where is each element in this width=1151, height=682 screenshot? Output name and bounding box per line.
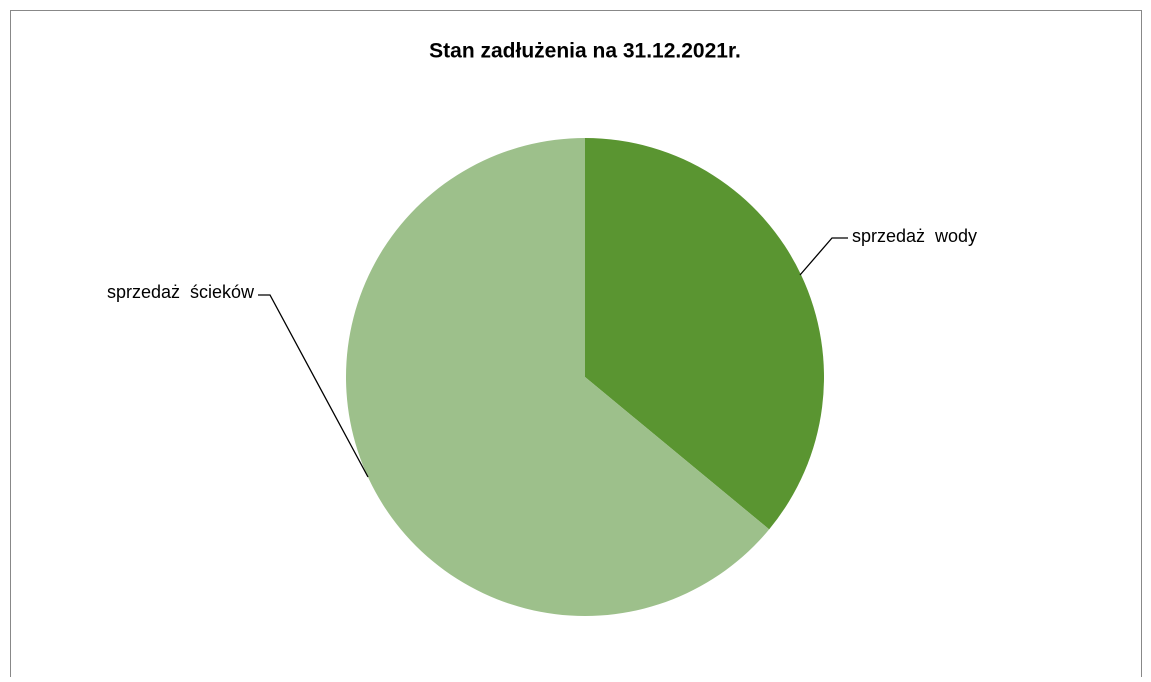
pie-slice xyxy=(585,138,824,530)
leader-line xyxy=(258,294,369,478)
slice-label: sprzedaż ścieków xyxy=(107,282,255,302)
slice-label: sprzedaż wody xyxy=(852,226,977,246)
leader-line xyxy=(799,237,848,276)
pie-slice xyxy=(345,138,770,616)
chart-title: Stan zadłużenia na 31.12.2021r. xyxy=(429,40,741,63)
